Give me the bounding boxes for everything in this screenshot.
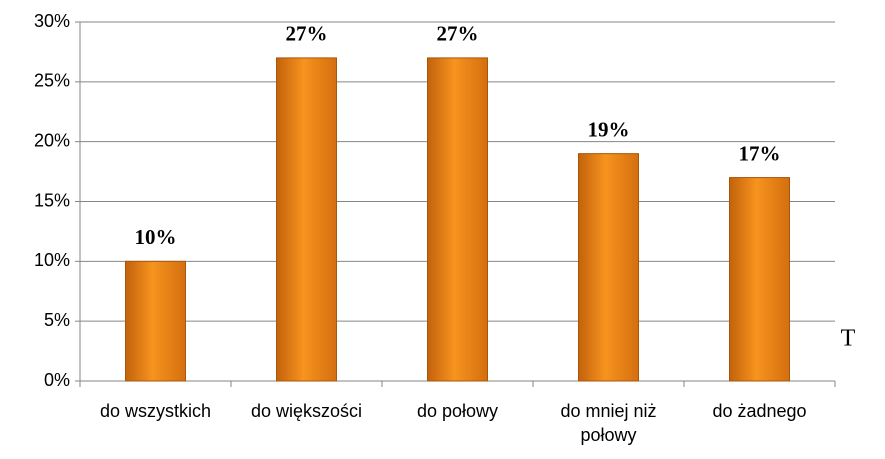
y-tick-label: 15% [34, 190, 70, 210]
x-tick-label: do żadnego [712, 401, 807, 421]
x-tick-label: do połowy [416, 401, 499, 421]
bar [578, 153, 639, 382]
data-label: 19% [588, 117, 630, 141]
y-tick-label: 5% [44, 310, 70, 330]
annotation: T [841, 326, 856, 352]
data-label: 17% [739, 141, 781, 165]
bar [125, 260, 186, 382]
y-tick-label: 10% [34, 250, 70, 270]
y-tick-label: 30% [34, 11, 70, 31]
y-tick-label: 25% [34, 71, 70, 91]
x-tick-label: do większości [250, 401, 363, 421]
bar [276, 57, 337, 382]
y-tick-label: 20% [34, 130, 70, 150]
data-label: 27% [286, 22, 328, 46]
bar [729, 177, 790, 382]
data-label: 10% [135, 225, 177, 249]
x-tick-label: do mniej niż połowy [560, 401, 657, 445]
x-tick-label: do wszystkich [99, 401, 212, 421]
data-label: 27% [437, 22, 479, 46]
y-tick-label: 0% [44, 370, 70, 390]
bar [427, 57, 488, 382]
